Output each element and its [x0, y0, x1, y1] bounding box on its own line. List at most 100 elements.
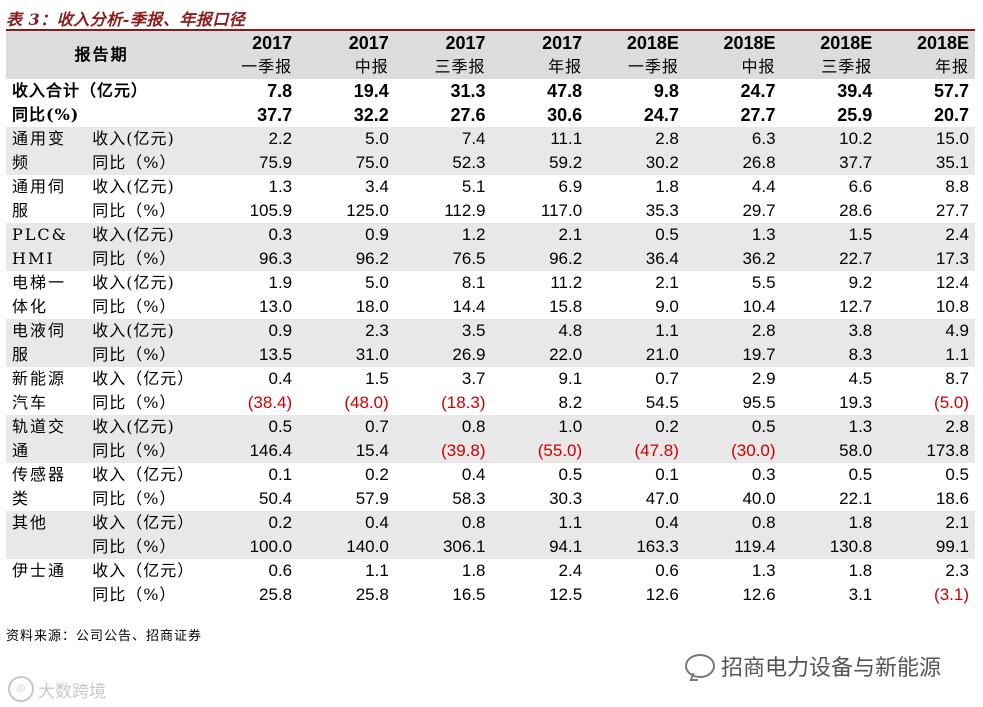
- metric-label: 收入（亿元）: [86, 511, 198, 535]
- data-cell: 19.7: [684, 343, 782, 367]
- segment-row: PLC& 收入(亿元) 0.3 0.9 1.2 2.1 0.5 1.3 1.5 2.4: [6, 223, 975, 247]
- total-value: 47.8: [547, 81, 583, 101]
- data-cell: 3.8: [781, 319, 879, 343]
- data-cell: 50.4: [259, 489, 293, 508]
- data-cell: (39.8): [394, 439, 492, 463]
- data-cell: 1.1: [365, 561, 389, 580]
- segment-row: 服 同比（%） 105.9 125.0 112.9 117.0 35.3 29.7 28.6 27…: [6, 199, 975, 223]
- watermark-text: 招商电力设备与新能源: [721, 656, 942, 681]
- segment-row: 通用伺 收入(亿元) 1.3 3.4 5.1 6.9 1.8 4.4 6.6 8.8: [6, 175, 975, 199]
- data-cell: 5.5: [751, 273, 776, 292]
- data-cell: 2.4: [558, 561, 583, 580]
- data-cell: 12.7: [839, 297, 873, 316]
- segment-name: 体化: [12, 297, 49, 316]
- data-cell: 96.2: [298, 247, 395, 271]
- metric-label: 同比（%）: [92, 489, 177, 508]
- data-cell: 17.3: [878, 247, 975, 271]
- data-cell: 25.8: [259, 585, 293, 604]
- data-cell: 0.9: [197, 319, 299, 343]
- data-cell: 35.1: [878, 151, 975, 175]
- data-cell: 2.8: [684, 319, 782, 343]
- metric-label: 收入（亿元）: [92, 465, 195, 484]
- data-cell: 13.0: [259, 297, 293, 316]
- data-cell: 28.6: [839, 201, 873, 220]
- data-cell: 0.3: [197, 223, 299, 247]
- data-cell: 6.3: [684, 127, 782, 151]
- data-cell: 0.7: [298, 415, 395, 439]
- segment-row: 电梯一 收入(亿元) 1.9 5.0 8.1 11.2 2.1 5.5 9.2 12.4: [6, 271, 975, 295]
- data-cell: 15.8: [549, 297, 583, 316]
- data-cell: 1.2: [394, 223, 492, 247]
- data-cell: 29.7: [742, 201, 776, 220]
- data-cell: 30.3: [549, 489, 583, 508]
- data-cell: 30.2: [588, 151, 685, 175]
- segment-name: 类: [12, 489, 31, 508]
- total-value: 27.7: [740, 105, 776, 125]
- total-label: 收入合计（亿元）: [12, 81, 149, 100]
- segment-name: HMI: [6, 247, 87, 271]
- logo-mark-icon: ◎: [8, 676, 34, 702]
- header-period-row: 一季报 中报 三季报 年报 一季报 中报 三季报 年报: [6, 55, 975, 79]
- data-cell: 8.1: [461, 273, 486, 292]
- data-cell: (38.4): [247, 393, 293, 412]
- total-value: 32.2: [353, 105, 389, 125]
- data-cell: 94.1: [491, 535, 589, 559]
- data-cell: 1.3: [268, 177, 293, 196]
- header-year: 2018E: [588, 31, 685, 55]
- data-cell: 52.3: [394, 151, 492, 175]
- segment-row: 频同比（%） 75.9 75.0 52.3 59.2 30.2 26.8 37.7 35.1: [6, 151, 975, 175]
- segment-name: 其他: [6, 511, 87, 535]
- data-cell: 119.4: [684, 535, 782, 559]
- segment-row: 伊士通 收入（亿元） 0.6 1.1 1.8 2.4 0.6 1.3 1.8 2.3: [6, 559, 975, 583]
- total-label: 同比(%): [12, 105, 80, 124]
- data-cell: (30.0): [684, 439, 782, 463]
- metric-label: 同比（%）: [86, 151, 198, 175]
- data-cell: 105.9: [249, 201, 293, 220]
- segment-name: 伊士通: [12, 561, 67, 580]
- data-cell: 0.8: [684, 511, 782, 535]
- metric-label: 收入（亿元）: [92, 369, 195, 388]
- segment-name: 通用变: [6, 127, 87, 151]
- data-cell: 3.7: [461, 369, 486, 388]
- table-body: 报告期 2017 2017 2017 2017 2018E 2018E 2018…: [6, 31, 975, 607]
- header-period: 中报: [684, 55, 782, 79]
- data-cell: 75.0: [298, 151, 395, 175]
- metric-label: 收入（亿元）: [92, 561, 195, 580]
- segment-row: 电液伺 收入(亿元) 0.9 2.3 3.5 4.8 1.1 2.8 3.8 4.9: [6, 319, 975, 343]
- data-cell: 2.9: [751, 369, 776, 388]
- header-period: 中报: [298, 55, 395, 79]
- data-cell: 10.4: [742, 297, 776, 316]
- data-cell: 5.0: [298, 127, 395, 151]
- metric-label: 同比（%）: [86, 343, 198, 367]
- data-cell: 0.5: [684, 415, 782, 439]
- metric-label: 同比（%）: [92, 585, 177, 604]
- data-cell: 58.0: [781, 439, 879, 463]
- data-cell: 36.2: [684, 247, 782, 271]
- data-cell: 1.3: [781, 415, 879, 439]
- segment-row: 类 同比（%） 50.4 57.9 58.3 30.3 47.0 40.0 22.1 18.6: [6, 487, 975, 511]
- data-cell: 22.0: [491, 343, 589, 367]
- segment-name: 服: [12, 201, 31, 220]
- data-cell: 8.2: [558, 393, 583, 412]
- total-value: 39.4: [837, 81, 873, 101]
- data-cell: 1.5: [781, 223, 879, 247]
- metric-label: 同比（%）: [92, 297, 177, 316]
- logo-text: 大数跨境: [38, 681, 106, 702]
- data-cell: 6.9: [558, 177, 583, 196]
- segment-name: 新能源: [12, 369, 67, 388]
- header-period: 三季报: [781, 55, 879, 79]
- data-cell: 2.8: [878, 415, 975, 439]
- data-cell: 16.5: [452, 585, 486, 604]
- data-cell: 10.2: [781, 127, 879, 151]
- data-cell: 11.1: [491, 127, 589, 151]
- data-cell: 3.5: [394, 319, 492, 343]
- data-cell: 6.6: [848, 177, 873, 196]
- total-value: 24.7: [740, 81, 776, 101]
- header-year: 2018E: [878, 31, 975, 55]
- data-cell: 1.3: [684, 223, 782, 247]
- data-cell: 0.2: [197, 511, 299, 535]
- data-cell: 1.9: [268, 273, 293, 292]
- title-rule: [6, 29, 975, 31]
- data-cell: 5.0: [365, 273, 389, 292]
- table-title: 表 3：收入分析-季报、年报口径: [6, 10, 246, 29]
